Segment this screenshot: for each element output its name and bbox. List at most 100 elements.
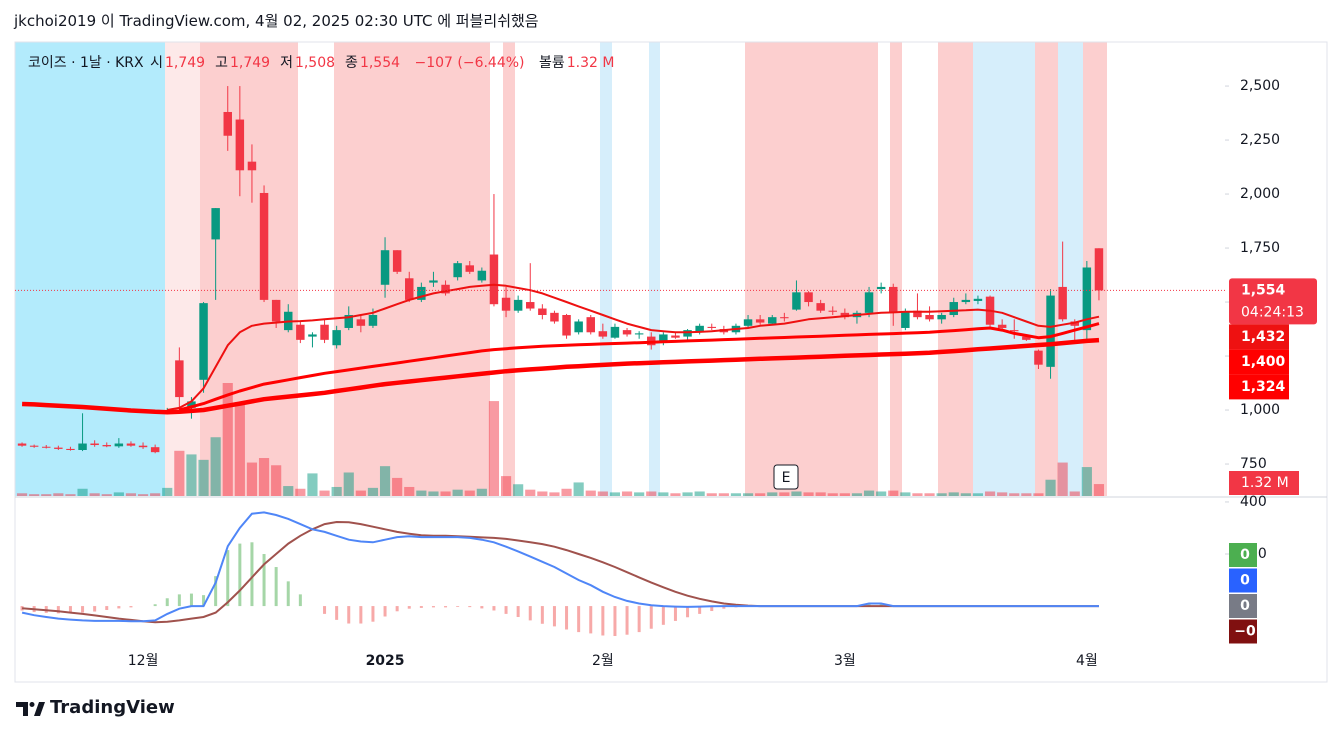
candle-body: [453, 263, 462, 278]
zone: [165, 42, 200, 496]
volume-bar: [343, 472, 354, 496]
volume-bar: [137, 494, 149, 496]
volume-bar: [682, 492, 693, 496]
macd-histogram-bar: [153, 604, 157, 607]
zone: [649, 42, 660, 496]
macd-histogram-bar: [20, 606, 24, 611]
candle-body: [441, 284, 450, 294]
volume-bar: [815, 492, 826, 496]
x-tick-label: 12월: [128, 653, 159, 669]
volume-bar: [234, 401, 245, 496]
ohlc-label: 시: [150, 55, 163, 71]
header: jkchoi2019 이 TradingView.com, 4월 02, 202…: [14, 12, 539, 30]
volume-bar: [162, 487, 173, 496]
macd-histogram-bar: [323, 606, 327, 614]
candle-body: [707, 326, 716, 328]
volume-bar: [283, 486, 294, 496]
volume-bar: [827, 493, 838, 496]
candle-body: [1058, 286, 1067, 320]
macd-histogram-bar: [516, 606, 520, 618]
volume-bar: [29, 494, 40, 496]
macd-badge: [1229, 594, 1257, 618]
volume-bar: [258, 458, 270, 496]
event-label: E: [782, 470, 791, 486]
ma-label: 1,400: [1241, 354, 1286, 370]
candle-body: [1070, 321, 1079, 326]
volume-bar: [295, 488, 306, 496]
volume-bar: [525, 489, 536, 496]
macd-histogram-bar: [56, 606, 60, 614]
volume-bar: [77, 488, 88, 496]
x-tick-label: 2월: [592, 653, 614, 669]
macd-histogram-bar: [698, 606, 702, 614]
candle-body: [659, 334, 668, 341]
candle-body: [949, 302, 958, 316]
volume-value: 1.32 M: [566, 55, 615, 71]
candle-body: [768, 317, 777, 324]
volume-bar: [779, 492, 790, 496]
volume-label: 볼륨: [538, 55, 565, 71]
candle-body: [332, 330, 341, 346]
candle-body: [586, 317, 595, 333]
zone: [938, 42, 973, 496]
candle-body: [876, 286, 886, 290]
candle-body: [574, 321, 583, 333]
y-tick-label: 1,000: [1240, 402, 1280, 418]
candle-body: [961, 299, 971, 303]
x-tick-label: 3월: [834, 653, 856, 669]
candle-body: [1094, 248, 1104, 291]
event-box: [773, 464, 799, 490]
volume-bar: [767, 492, 778, 496]
volume-bar: [803, 492, 814, 496]
volume-bar: [53, 493, 64, 496]
volume-bar: [900, 492, 911, 496]
candle-body: [925, 315, 934, 320]
volume-bar: [984, 491, 996, 496]
volume-bar: [597, 491, 608, 496]
macd-histogram-bar: [93, 606, 97, 612]
volume-bar: [755, 493, 766, 496]
candle-body: [610, 326, 620, 338]
volume-bar: [16, 493, 28, 496]
macd-histogram-bar: [661, 606, 665, 625]
volume-bar: [440, 491, 451, 496]
candle-body: [526, 302, 535, 309]
macd-histogram-bar: [565, 606, 569, 630]
volume-bar: [791, 491, 802, 496]
volume-bar: [404, 486, 415, 496]
volume-bar: [888, 490, 899, 496]
background-zones: [15, 42, 1107, 496]
volume-bar: [670, 493, 681, 496]
volume-bar: [89, 493, 100, 496]
candle-body: [405, 278, 414, 300]
volume-bar: [646, 491, 657, 496]
price-badge: [1229, 278, 1317, 325]
volume-bar: [222, 383, 233, 496]
macd-histogram-bar: [262, 554, 266, 607]
macd-histogram-bar: [250, 542, 254, 607]
zone: [973, 42, 1035, 496]
candle-body: [368, 315, 378, 326]
volume-bar: [307, 473, 318, 496]
candle-body: [816, 303, 825, 311]
brand: TradingView: [50, 697, 175, 718]
macd-histogram-bar: [395, 606, 399, 612]
ohlc-value: 1,554: [359, 55, 401, 71]
moving-average: [167, 283, 1100, 411]
macd-badge-label: 0: [1240, 573, 1250, 589]
volume-bar: [271, 465, 282, 496]
candle-body: [392, 250, 402, 272]
zone: [890, 42, 902, 496]
symbol: 코이즈 · 1날 · KRX: [28, 55, 144, 71]
candle-body: [501, 297, 511, 311]
volume-bar: [198, 459, 209, 496]
candle-body: [271, 299, 281, 322]
candle-body: [417, 286, 426, 300]
volume-bar: [174, 450, 185, 496]
macd-histogram-bar: [601, 606, 605, 636]
zone: [1058, 42, 1083, 496]
volume-bar: [150, 493, 161, 496]
macd-histogram-bar: [347, 606, 351, 624]
volume-bar: [355, 490, 366, 496]
